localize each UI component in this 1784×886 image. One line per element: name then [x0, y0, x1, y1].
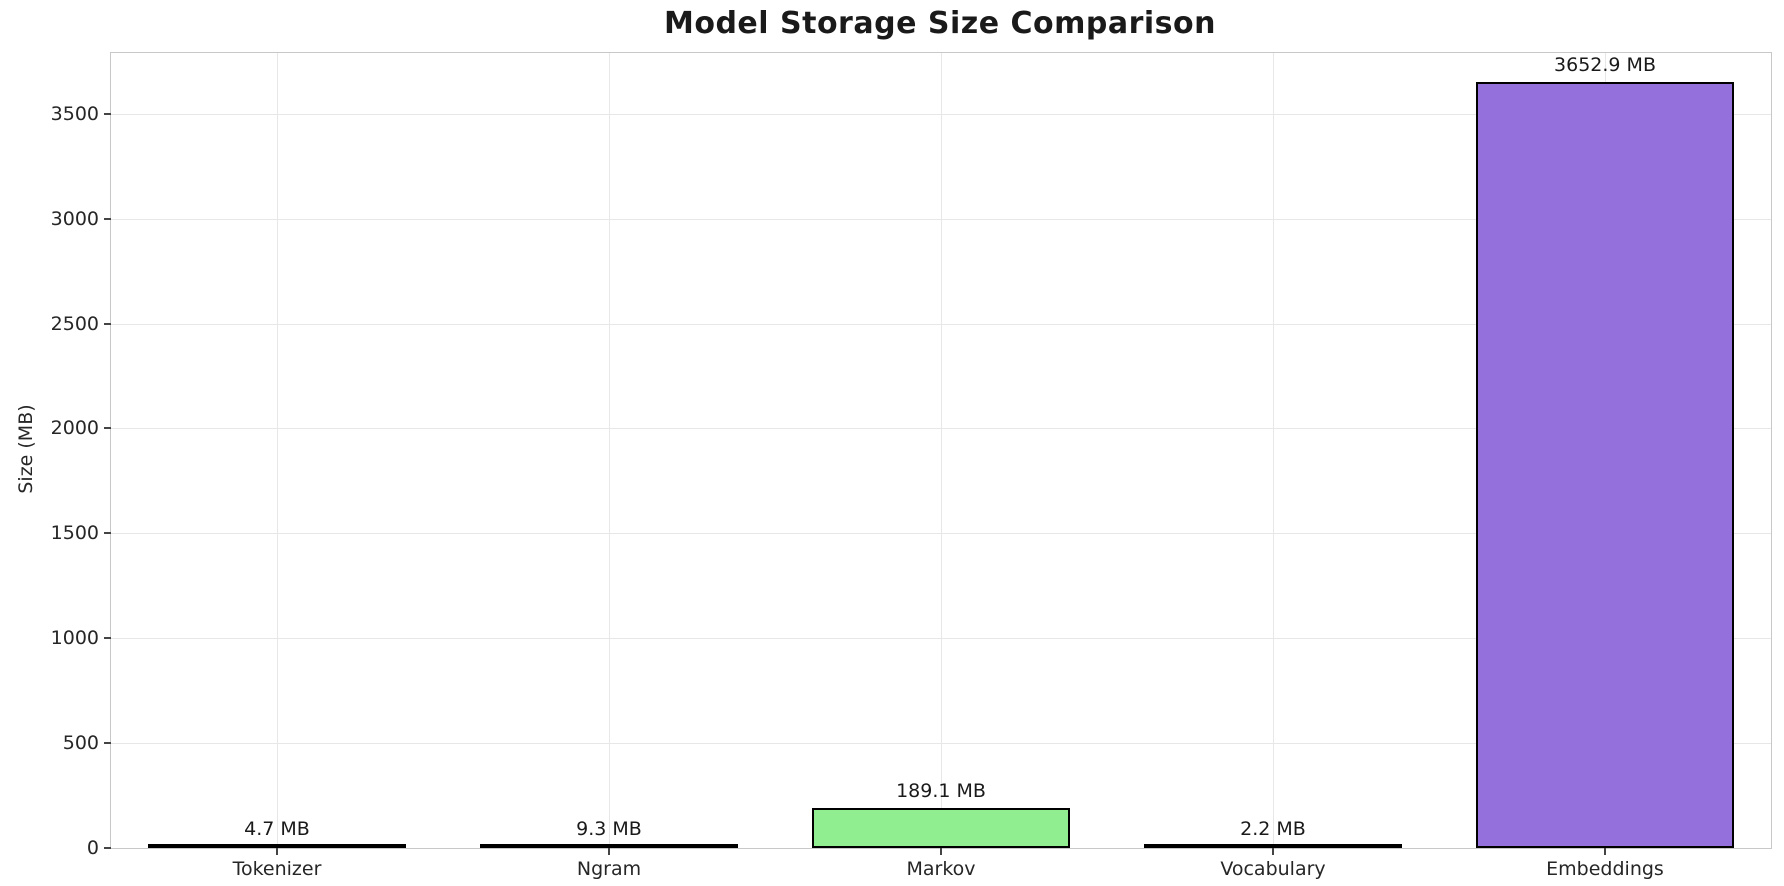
gridline-vertical: [276, 53, 278, 848]
y-tick-mark: [104, 322, 111, 325]
x-tick-mark: [1272, 848, 1274, 855]
value-label-vocabulary: 2.2 MB: [1240, 818, 1306, 840]
y-tick-mark: [104, 637, 111, 640]
bar-vocabulary: [1143, 844, 1403, 848]
y-tick-mark: [104, 742, 111, 745]
value-label-markov: 189.1 MB: [896, 780, 986, 803]
x-tick-label-vocabulary: Vocabulary: [1220, 858, 1326, 880]
y-tick-label-3000: 3000: [50, 207, 99, 230]
y-tick-label-0: 0: [86, 837, 99, 859]
bar-tokenizer: [147, 844, 407, 848]
y-tick-label-2500: 2500: [50, 312, 99, 335]
x-tick-label-embeddings: Embeddings: [1546, 858, 1664, 880]
y-tick-mark: [104, 112, 111, 115]
plot-area: 0 500 1000 1500 2000 2500 3000 3500 Tokenizer 4.7…: [51, 52, 1772, 880]
value-label-tokenizer: 4.7 MB: [244, 818, 310, 840]
gridline-vertical: [940, 53, 942, 848]
gridline-vertical: [608, 53, 610, 848]
x-tick-label-tokenizer: Tokenizer: [232, 858, 322, 880]
bar-markov: [811, 808, 1071, 848]
y-tick-label-500: 500: [62, 732, 99, 755]
chart-title: Model Storage Size Comparison: [663, 6, 1217, 41]
value-label-ngram: 9.3 MB: [576, 818, 642, 840]
gridline-vertical: [1272, 53, 1274, 848]
y-tick-mark: [104, 427, 111, 430]
y-tick-mark: [104, 847, 111, 849]
x-tick-mark: [276, 848, 278, 855]
y-tick-mark: [104, 532, 111, 535]
y-axis-label: Size (MB): [15, 404, 37, 494]
x-tick-mark: [940, 848, 942, 855]
bar-ngram: [479, 844, 739, 848]
value-label-embeddings: 3652.9 MB: [1554, 53, 1656, 76]
bar-embeddings: [1475, 81, 1735, 848]
y-tick-mark: [104, 217, 111, 220]
y-tick-label-3500: 3500: [50, 102, 99, 125]
y-tick-label-1000: 1000: [50, 627, 99, 650]
y-tick-label-1500: 1500: [50, 522, 99, 545]
x-tick-label-ngram: Ngram: [576, 858, 642, 880]
x-tick-mark: [1604, 848, 1606, 855]
x-tick-label-markov: Markov: [906, 858, 976, 880]
y-tick-label-2000: 2000: [50, 417, 99, 440]
x-tick-mark: [608, 848, 610, 855]
